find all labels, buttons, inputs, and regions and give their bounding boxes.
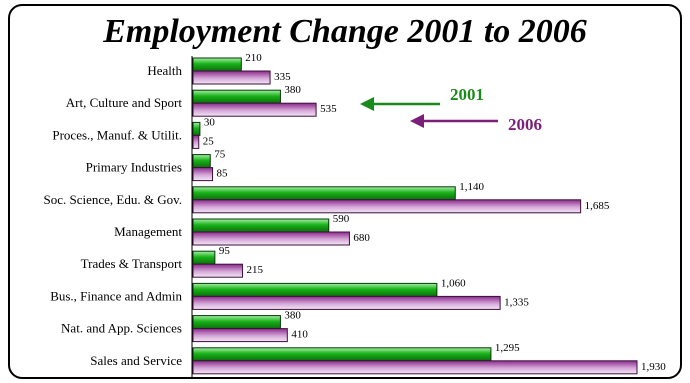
category-labels: Health Art, Culture and Sport Proces., Man… [43,63,182,368]
bar-2006-management [192,231,350,246]
bar-2001-soc-science-edu-gov [192,186,456,201]
bar-2006-primary-industries [192,167,214,182]
value-label-2006-management: 680 [353,232,370,244]
category-label-trades-transport: Trades & Transport [81,256,183,271]
category-label-soc-science-edu-gov: Soc. Science, Edu. & Gov. [43,192,182,207]
category-label-nat-and-app-sciences: Nat. and App. Sciences [61,321,182,336]
bar-2001-management [192,218,330,233]
value-label-2001-management: 590 [333,213,350,225]
category-label-proces-manuf-utilit: Proces., Manuf. & Utilit. [52,127,182,142]
value-label-2001-proces-manuf-utilit: 30 [204,116,216,128]
category-label-sales-and-service: Sales and Service [90,353,182,368]
value-label-2001-primary-industries: 75 [214,149,226,161]
value-label-2006-sales-and-service: 1,930 [641,361,666,373]
legend-arrow-head-2006 [410,114,424,128]
value-label-2001-nat-and-app-sciences: 380 [284,310,301,322]
value-label-2006-bus-finance-and-admin: 1,335 [504,296,529,308]
bar-2006-nat-and-app-sciences [192,328,288,343]
value-label-2006-soc-science-edu-gov: 1,685 [585,200,610,212]
bar-2001-proces-manuf-utilit [192,121,201,136]
chart-title: Employment Change 2001 to 2006 [103,13,587,50]
bar-2001-primary-industries [192,154,211,169]
category-label-primary-industries: Primary Industries [86,160,182,175]
bar-2001-art-culture-and-sport [192,89,281,104]
bar-2006-soc-science-edu-gov [192,199,582,214]
bar-2001-health [192,57,242,72]
bar-2006-sales-and-service [192,360,638,375]
value-labels: 210335380535302575851,1401,6855906809521… [203,52,666,373]
value-label-2001-soc-science-edu-gov: 1,140 [459,181,484,193]
category-label-management: Management [114,224,182,239]
value-label-2001-trades-transport: 95 [219,245,231,257]
bar-2001-nat-and-app-sciences [192,315,281,330]
value-label-2006-art-culture-and-sport: 535 [320,103,337,115]
bars [192,57,638,375]
bar-2006-health [192,70,271,85]
value-label-2001-art-culture-and-sport: 380 [284,84,301,96]
value-label-2001-health: 210 [245,52,262,64]
category-label-health: Health [147,63,182,78]
bar-2001-sales-and-service [192,347,492,362]
bar-2001-trades-transport [192,250,216,265]
category-label-bus-finance-and-admin: Bus., Finance and Admin [50,288,182,303]
bar-2006-art-culture-and-sport [192,102,317,117]
bar-2006-proces-manuf-utilit [192,134,200,149]
value-label-2006-trades-transport: 215 [246,264,263,276]
bar-2001-bus-finance-and-admin [192,282,438,297]
legend-label-2006: 2006 [508,115,542,134]
value-label-2001-sales-and-service: 1,295 [495,342,520,354]
category-label-art-culture-and-sport: Art, Culture and Sport [66,95,183,110]
bar-2006-trades-transport [192,263,243,278]
value-label-2006-proces-manuf-utilit: 25 [203,135,215,147]
value-label-2006-primary-industries: 85 [217,168,229,180]
value-label-2006-health: 335 [274,71,291,83]
value-label-2001-bus-finance-and-admin: 1,060 [441,277,466,289]
bar-2006-bus-finance-and-admin [192,295,501,310]
legend-label-2001: 2001 [450,85,484,104]
legend-arrow-head-2001 [360,97,374,111]
value-label-2006-nat-and-app-sciences: 410 [291,329,308,341]
legend: 2001 2006 [360,85,542,134]
